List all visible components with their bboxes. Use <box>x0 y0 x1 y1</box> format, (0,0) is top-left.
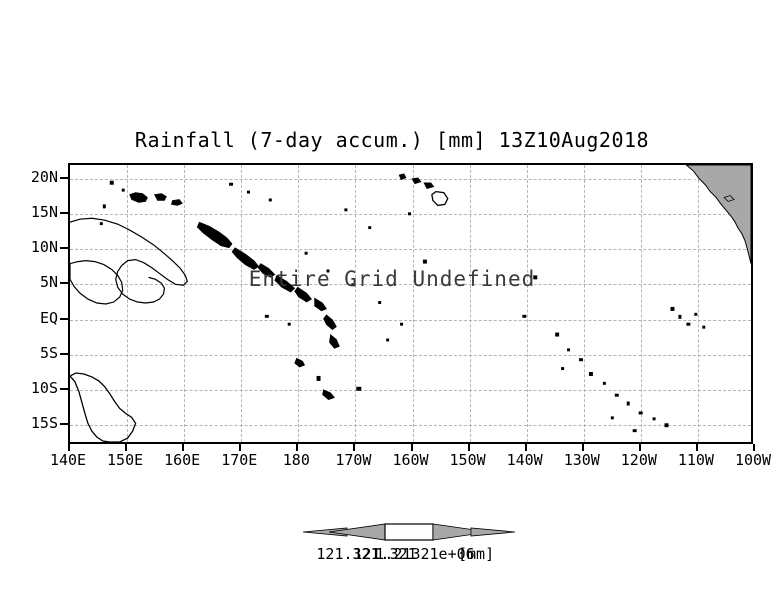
x-axis-tick-label: 170E <box>221 451 258 469</box>
gridline-vertical <box>583 165 585 442</box>
x-axis-tick-mark <box>695 444 698 451</box>
papua-new-guinea-landmass <box>70 192 188 305</box>
y-axis-tick-mark <box>60 212 68 215</box>
y-axis-tick-label: 20N <box>30 168 58 187</box>
x-axis-tick-label: 150E <box>107 451 144 469</box>
gridline-vertical <box>127 165 129 442</box>
gridline-vertical <box>640 165 642 442</box>
colorbar-right-cap <box>432 523 490 541</box>
micronesia-islands <box>99 180 427 342</box>
gridline-vertical <box>241 165 243 442</box>
x-axis-tick-mark <box>524 444 527 451</box>
gridline-horizontal <box>70 319 751 321</box>
y-axis-tick-label: 10S <box>30 378 58 397</box>
page-title: Rainfall (7-day accum.) [mm] 13Z10Aug201… <box>134 128 650 152</box>
x-axis-tick-label: 150W <box>449 451 486 469</box>
y-axis-tick-mark <box>60 317 68 320</box>
gridline-horizontal <box>70 389 751 391</box>
colorbar-tick-label: 121.321 <box>316 545 380 563</box>
french-polynesia-islands <box>522 275 706 433</box>
y-axis-tick-label: 10N <box>30 238 58 257</box>
gridline-vertical <box>298 165 300 442</box>
x-axis-tick-label: 110W <box>677 451 714 469</box>
x-axis-tick-label: 140E <box>49 451 87 469</box>
y-axis-tick-label: 5S <box>39 343 58 362</box>
y-axis-tick-mark <box>60 247 68 250</box>
gridline-vertical <box>469 165 471 442</box>
x-axis-tick-mark <box>239 444 242 451</box>
y-axis-tick-mark <box>60 352 68 355</box>
x-axis-tick-mark <box>296 444 299 451</box>
x-axis-tick-label: 100W <box>734 451 772 469</box>
gridline-vertical <box>412 165 414 442</box>
y-axis-tick-label: 15N <box>30 203 58 222</box>
gridline-horizontal <box>70 354 751 356</box>
x-axis-tick-label: 170W <box>335 451 372 469</box>
x-axis-tick-label: 180 <box>282 451 310 469</box>
coastline-layer <box>70 165 751 442</box>
x-axis-tick-mark <box>353 444 356 451</box>
hawaii-islands <box>398 173 449 207</box>
x-axis-tick-label: 120W <box>620 451 657 469</box>
north-america-landmass <box>685 165 751 264</box>
x-axis-tick-mark <box>410 444 413 451</box>
colorbar-center-box <box>384 523 434 541</box>
x-axis-tick-label: 160E <box>164 451 201 469</box>
vanuatu-fiji-islands <box>294 314 362 400</box>
colorbar-tick-label: 1.21321e+06 <box>375 545 475 563</box>
x-axis-tick-mark <box>125 444 128 451</box>
gridline-horizontal <box>70 249 751 251</box>
y-axis-tick-label: 15S <box>30 413 58 432</box>
gridline-horizontal <box>70 179 751 181</box>
y-axis-tick-label: EQ <box>39 308 58 327</box>
colorbar-tick-label: 121.321 <box>353 545 417 563</box>
x-axis-tick-mark <box>182 444 185 451</box>
grid-undefined-message: Entire Grid Undefined <box>248 267 536 291</box>
colorbar-graphic <box>303 523 515 541</box>
y-axis-tick-mark <box>60 387 68 390</box>
y-axis-tick-mark <box>60 422 68 425</box>
colorbar[interactable] <box>303 519 515 545</box>
x-axis-tick-label: 130W <box>563 451 600 469</box>
y-axis-tick-mark <box>60 177 68 180</box>
x-axis-tick-mark <box>68 444 70 451</box>
map-plot-area[interactable] <box>68 163 753 444</box>
colorbar-right-outer-cap <box>470 527 515 537</box>
gridline-vertical <box>355 165 357 442</box>
solomon-islands-chain <box>196 221 327 312</box>
gridline-vertical <box>697 165 699 442</box>
x-axis-tick-mark <box>638 444 641 451</box>
colorbar-left-cap <box>328 523 386 541</box>
x-axis-tick-mark <box>581 444 584 451</box>
x-axis-tick-mark <box>753 444 755 451</box>
gridline-horizontal <box>70 424 751 426</box>
gridline-horizontal <box>70 284 751 286</box>
y-axis-tick-label: 5N <box>39 273 58 292</box>
x-axis-tick-label: 160W <box>392 451 429 469</box>
x-axis-tick-mark <box>467 444 470 451</box>
x-axis-tick-label: 140W <box>506 451 543 469</box>
australia-landmass <box>70 372 137 442</box>
map-canvas <box>70 165 751 442</box>
colorbar-units-label: [mm] <box>458 545 495 563</box>
y-axis-tick-mark <box>60 282 68 285</box>
gridline-vertical <box>184 165 186 442</box>
gridline-vertical <box>526 165 528 442</box>
